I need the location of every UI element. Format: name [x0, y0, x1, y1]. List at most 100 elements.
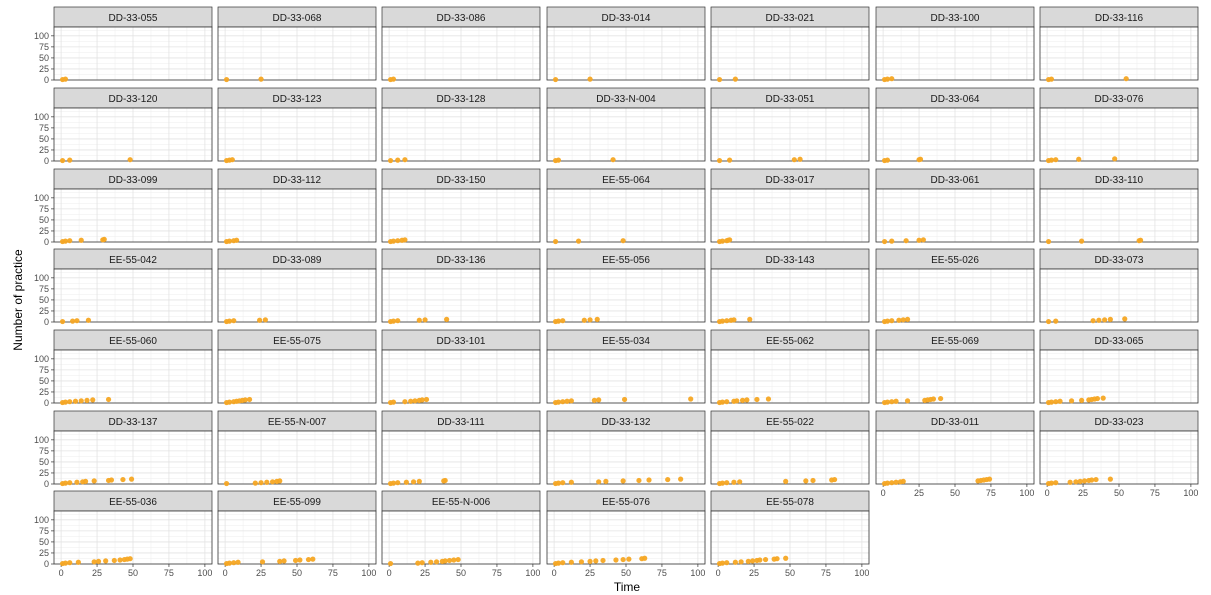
data-point: [442, 558, 448, 564]
data-point: [442, 477, 448, 484]
facet-strip-label: DD-33-011: [931, 417, 980, 428]
x-tick-label: 75: [1150, 488, 1160, 498]
data-point: [72, 398, 79, 404]
data-point: [889, 318, 895, 324]
data-point: [1053, 157, 1059, 163]
data-point: [560, 560, 566, 566]
data-point: [1077, 478, 1083, 484]
data-point: [636, 477, 642, 484]
data-point: [587, 317, 593, 323]
data-point: [665, 476, 671, 483]
data-point: [70, 318, 76, 324]
data-point: [1048, 480, 1055, 486]
x-tick-label: 50: [456, 568, 466, 578]
data-point: [451, 557, 457, 563]
panel-border: [381, 188, 541, 243]
data-point: [410, 479, 417, 485]
facet-panel: DD-33-100: [875, 6, 1035, 83]
y-tick-label: 100: [34, 112, 49, 122]
data-point: [90, 397, 96, 403]
data-point: [555, 157, 562, 163]
x-axis-title: Time: [614, 580, 641, 594]
panel-border: [217, 430, 377, 485]
facet-panel: DD-33-123: [217, 87, 377, 164]
data-point: [258, 76, 264, 82]
data-point: [120, 476, 126, 483]
facet-panel: DD-33-014: [546, 6, 706, 83]
data-point: [738, 559, 744, 565]
facet-strip-label: DD-33-061: [931, 175, 980, 186]
facet-strip-label: DD-33-123: [273, 94, 322, 105]
data-point: [310, 556, 316, 562]
facet-panel: DD-33-150: [381, 168, 541, 245]
data-point: [555, 318, 562, 324]
data-point: [1073, 479, 1079, 485]
data-point: [78, 237, 84, 243]
panel-border: [546, 268, 706, 323]
panel-border: [875, 107, 1035, 162]
y-tick-label: 50: [39, 53, 49, 63]
data-point: [262, 317, 268, 323]
facet-strip-label: DD-33-021: [766, 13, 815, 24]
facet-strip-label: DD-33-100: [931, 13, 980, 24]
data-point: [603, 478, 609, 484]
data-point: [765, 396, 772, 402]
data-point: [128, 476, 135, 482]
facet-panel: EE-55-064: [546, 168, 706, 245]
data-point: [246, 396, 253, 403]
facet-strip-label: EE-55-042: [109, 255, 157, 266]
facet-panel: EE-55-N-007: [217, 410, 377, 487]
data-point: [226, 238, 233, 244]
data-point: [560, 318, 566, 324]
data-point: [626, 556, 632, 562]
data-point: [727, 237, 733, 243]
data-point: [433, 559, 440, 565]
y-tick-label: 100: [34, 354, 49, 364]
data-point: [587, 76, 593, 82]
data-point: [596, 397, 602, 403]
panel-border: [381, 107, 541, 162]
data-point: [555, 480, 562, 486]
facet-panel: DD-33-076: [1039, 87, 1199, 164]
data-point: [716, 157, 723, 164]
y-tick-label: 50: [39, 215, 49, 225]
facet-panel: EE-55-076 0 25 50 75 100: [546, 490, 705, 578]
y-tick-label: 100: [34, 273, 49, 283]
panel-border: [53, 349, 213, 404]
facet-strip-label: DD-33-017: [766, 175, 815, 186]
data-point: [1123, 76, 1129, 82]
facet-panel: EE-55-034: [546, 329, 706, 406]
data-point: [797, 156, 803, 162]
x-tick-label: 100: [197, 568, 212, 578]
data-point: [455, 556, 461, 563]
data-point: [226, 399, 233, 405]
panel-border: [53, 26, 213, 81]
data-point: [234, 237, 240, 243]
data-point: [564, 398, 570, 404]
data-point: [884, 318, 891, 324]
x-tick-label: 75: [164, 568, 174, 578]
data-point: [111, 557, 117, 564]
data-point: [264, 479, 270, 485]
facet-strip-label: EE-55-N-006: [432, 497, 491, 508]
panel-border: [381, 268, 541, 323]
data-point: [223, 76, 230, 83]
facet-panel: DD-33-086: [381, 6, 541, 83]
panel-border: [710, 26, 870, 81]
facet-panel: DD-33-116: [1039, 6, 1199, 83]
data-point: [1107, 316, 1113, 322]
panel-border: [546, 107, 706, 162]
data-point: [402, 237, 408, 243]
data-point: [74, 318, 80, 324]
facet-strip-label: DD-33-137: [109, 417, 158, 428]
x-tick-label: 100: [1183, 488, 1198, 498]
data-point: [986, 476, 993, 482]
facet-strip-label: DD-33-076: [1095, 94, 1144, 105]
data-point: [1100, 395, 1106, 401]
data-point: [803, 478, 809, 484]
data-point: [390, 399, 397, 405]
x-tick-label: 100: [525, 568, 540, 578]
data-point: [678, 476, 684, 482]
